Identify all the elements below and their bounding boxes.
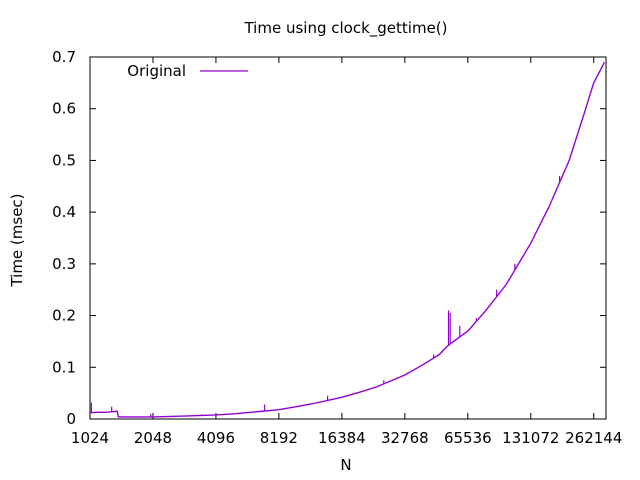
x-tick-label: 32768 <box>381 429 429 447</box>
x-tick-label: 262144 <box>565 429 622 447</box>
y-tick-label: 0.4 <box>52 203 76 221</box>
y-tick-label: 0 <box>66 410 76 428</box>
y-tick-label: 0.5 <box>52 151 76 169</box>
y-tick-label: 0.7 <box>52 48 76 66</box>
chart-title: Time using clock_gettime() <box>243 19 447 38</box>
legend: Original <box>127 62 248 80</box>
x-tick-label: 8192 <box>260 429 298 447</box>
legend-label-original: Original <box>127 62 186 80</box>
series-line-original <box>89 61 606 418</box>
x-tick-label: 65536 <box>444 429 492 447</box>
x-tick-label: 2048 <box>134 429 172 447</box>
x-tick-label: 131072 <box>502 429 559 447</box>
x-tick-label: 16384 <box>318 429 366 447</box>
y-axis-label: Time (msec) <box>8 193 26 287</box>
y-tick-label: 0.3 <box>52 255 76 273</box>
x-axis-label: N <box>340 456 351 474</box>
y-tick-label: 0.6 <box>52 100 76 118</box>
x-tick-label: 1024 <box>71 429 109 447</box>
x-tick-label: 4096 <box>197 429 235 447</box>
plot-frame <box>89 56 607 420</box>
y-tick-label: 0.1 <box>52 358 76 376</box>
y-tick-label: 0.2 <box>52 307 76 325</box>
